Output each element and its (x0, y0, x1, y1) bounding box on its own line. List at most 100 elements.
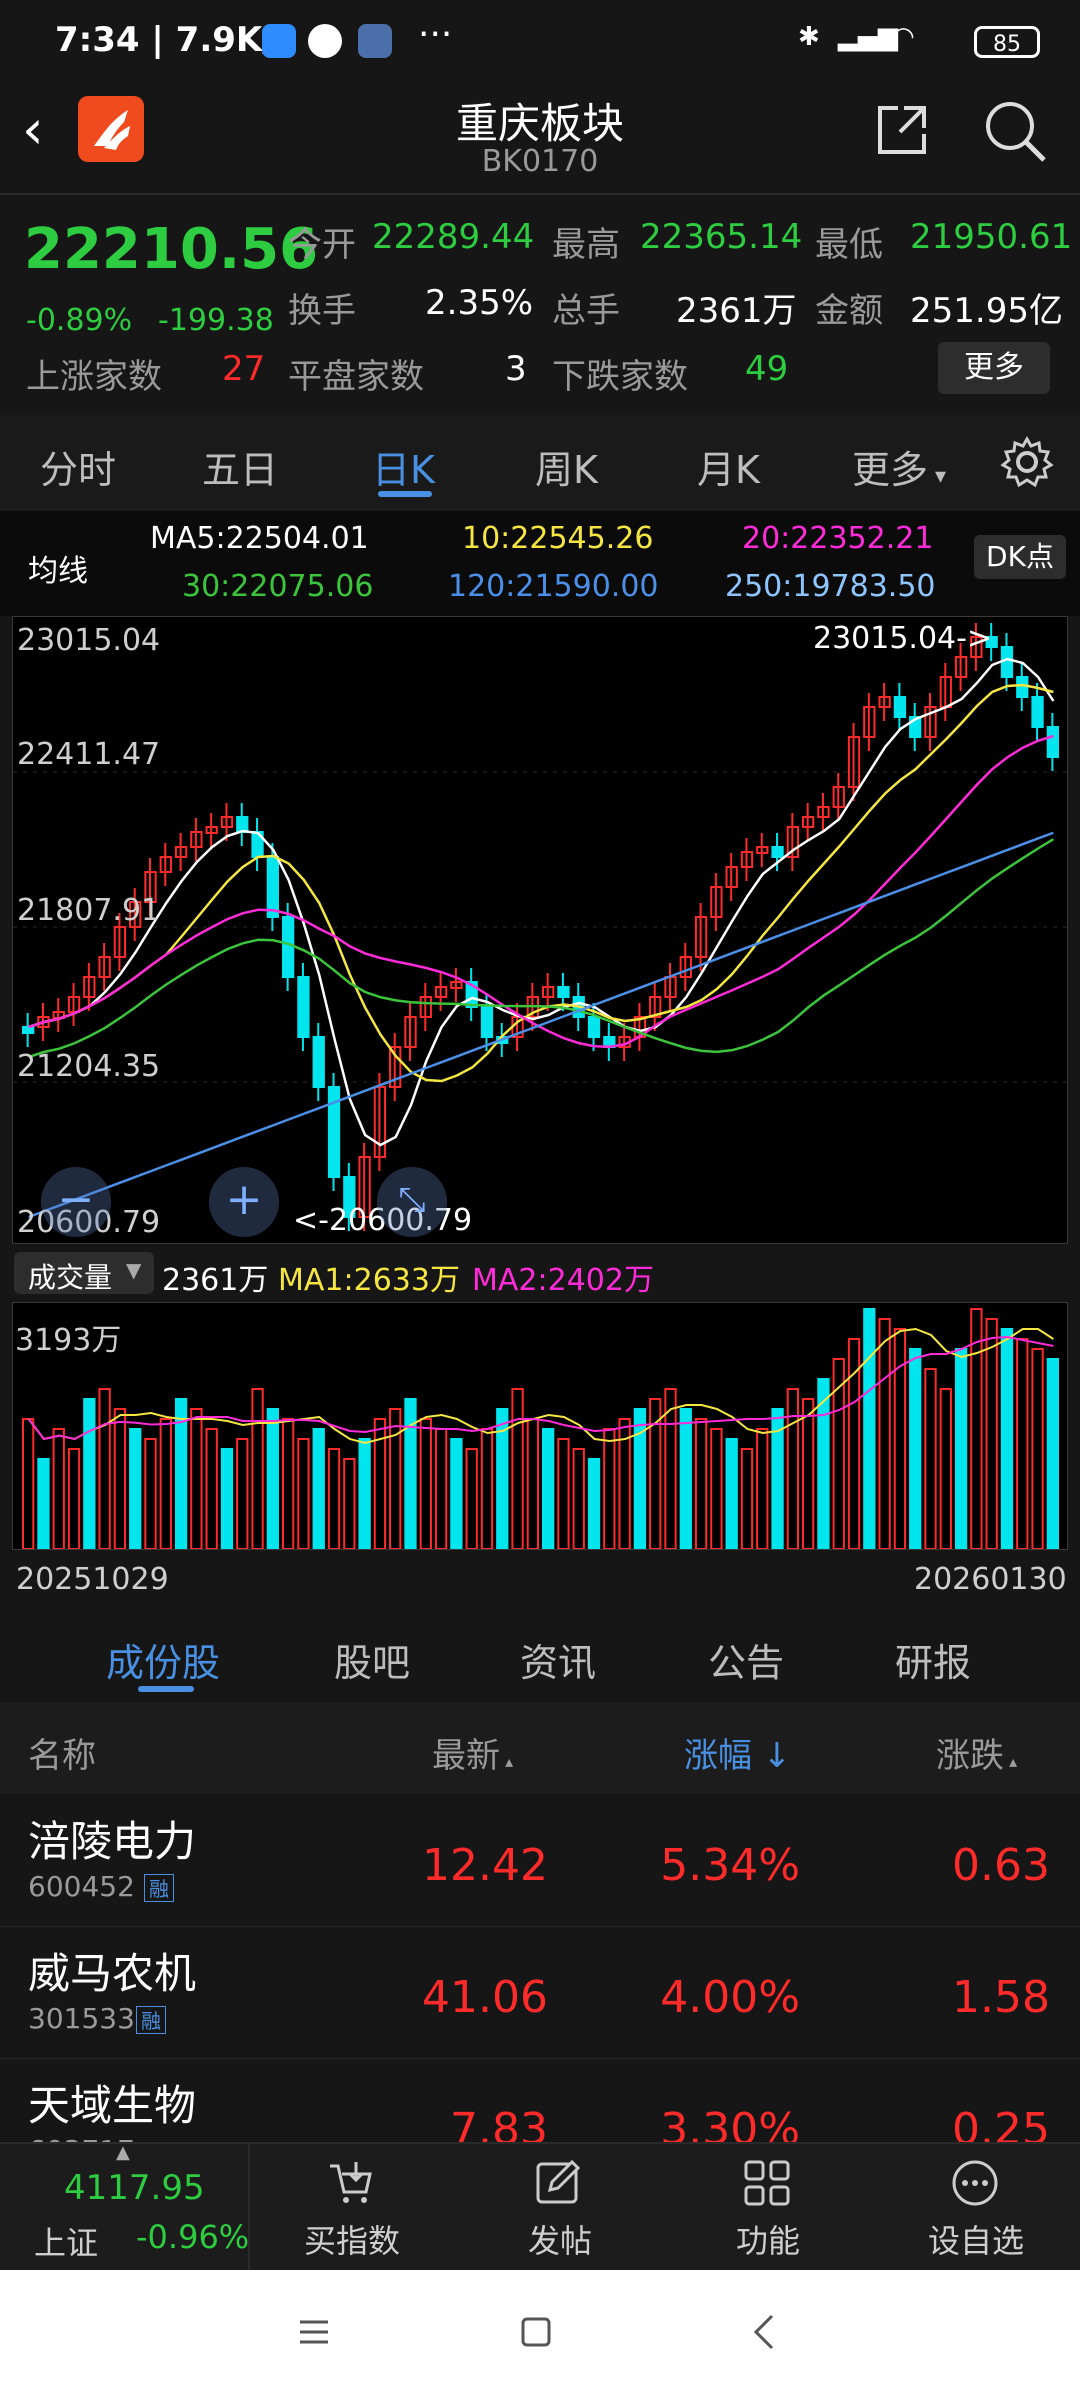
volume-canvas (22, 1308, 1060, 1549)
tab-announcements[interactable]: 公告 (708, 1641, 785, 1685)
status-bar: 7:34 | 7.9K/s ··· ✱ ▂▄▆ ◠ 85 (0, 0, 1080, 88)
buy-index-label: 买指数 (303, 2222, 400, 2260)
stock-list-header: 名称 最新 ▴ 涨幅 ↓ 涨跌 ▴ (0, 1702, 1080, 1794)
ma250-value: 250:19783.50 (725, 569, 936, 604)
high-marker: 23015.04-> (813, 621, 993, 656)
stock-code: 600452 (28, 1870, 135, 1903)
tab-more-label: 更多 (852, 448, 929, 492)
amount-value: 251.95亿 (910, 291, 1063, 331)
sort-icon: ▴ (500, 1752, 514, 1771)
app-header: ‹ 重庆板块 BK0170 (0, 88, 1080, 193)
dk-point-button[interactable]: DK点 (974, 535, 1066, 579)
volume-label: 总手 (552, 291, 620, 331)
y-axis-label-3: 21807.91 (17, 893, 161, 928)
volume-value: 2361万 (676, 291, 797, 331)
table-row[interactable]: 天域生物 603717 7.83 3.30% 0.25 (0, 2058, 1080, 2143)
active-tab-indicator (378, 491, 432, 497)
y-axis-label-bottom: 20600.79 (17, 1205, 161, 1240)
tab-news[interactable]: 资讯 (520, 1641, 597, 1685)
post-button[interactable]: 发帖 (498, 2144, 622, 2272)
tab-weekly-k[interactable]: 周K (535, 448, 598, 492)
tab-forum[interactable]: 股吧 (334, 1641, 411, 1685)
kline-chart[interactable]: 23015.04 22411.47 21807.91 21204.35 2060… (12, 616, 1068, 1244)
stock-name: 天域生物 (28, 2081, 197, 2130)
section-tabs: 成份股 股吧 资讯 公告 研报 (0, 1606, 1080, 1702)
functions-button[interactable]: 功能 (706, 2144, 830, 2272)
stock-change: 0.63 (952, 1840, 1050, 1891)
end-date-label: 20260130 (914, 1562, 1067, 1597)
volume-chart: 3193万 (12, 1302, 1068, 1550)
flat-count: 3 (505, 349, 527, 389)
bottom-toolbar: ▲ 4117.95 上证 -0.96% 买指数 发帖 功能 设自选 (0, 2142, 1080, 2272)
table-row[interactable]: 涪陵电力 600452 融 12.42 5.34% 0.63 (0, 1794, 1080, 1927)
tab-constituents[interactable]: 成份股 (106, 1641, 221, 1685)
tab-research[interactable]: 研报 (895, 1641, 972, 1685)
dropdown-triangle-icon: ▾ (928, 464, 947, 489)
open-value: 22289.44 (372, 217, 535, 257)
tab-five-day[interactable]: 五日 (202, 448, 279, 492)
column-change-label: 涨跌 (936, 1736, 1004, 1776)
index-ticker[interactable]: ▲ 4117.95 上证 -0.96% (0, 2142, 250, 2272)
expand-up-icon: ▲ (116, 2142, 130, 2163)
current-price: 22210.56 (24, 217, 319, 282)
volume-indicator-selector[interactable]: 成交量 ▼ (14, 1252, 154, 1294)
stock-latest: 7.83 (450, 2104, 548, 2143)
stock-code: 603717 (28, 2134, 135, 2142)
column-change-pct-label: 涨幅 (684, 1736, 752, 1776)
volume-max-label: 3193万 (15, 1323, 122, 1358)
volume-selector-label: 成交量 (28, 1261, 113, 1294)
change-percent: -0.89% (26, 303, 133, 338)
home-icon[interactable] (518, 2314, 554, 2354)
up-count-label: 上涨家数 (26, 357, 162, 397)
grid-icon (744, 2160, 790, 2206)
ma10-value: 10:22545.26 (462, 521, 654, 556)
tab-monthly-k[interactable]: 月K (697, 448, 760, 492)
column-name: 名称 (28, 1736, 96, 1776)
zoom-in-button[interactable]: + (209, 1167, 279, 1237)
tab-intraday[interactable]: 分时 (40, 448, 117, 492)
tab-more-periods[interactable]: 更多 ▾ (852, 439, 946, 494)
stock-code: 301533 (28, 2002, 135, 2035)
quote-panel: 22210.56 -0.89% -199.38 今开 22289.44 最高 2… (0, 193, 1080, 417)
table-row[interactable]: 威马农机 301533 融 41.06 4.00% 1.58 (0, 1926, 1080, 2059)
stock-change-pct: 4.00% (660, 1972, 800, 2023)
amount-label: 金额 (815, 291, 883, 331)
column-change[interactable]: 涨跌 ▴ (936, 1728, 1017, 1777)
start-date-label: 20251029 (16, 1562, 169, 1597)
high-value: 22365.14 (640, 217, 803, 257)
column-latest[interactable]: 最新 ▴ (432, 1728, 513, 1777)
buy-index-button[interactable]: 买指数 (290, 2144, 414, 2272)
high-label: 最高 (552, 225, 620, 265)
add-watchlist-button[interactable]: 设自选 (914, 2144, 1038, 2272)
back-icon[interactable]: ‹ (22, 98, 44, 161)
more-quote-button[interactable]: 更多 (938, 342, 1050, 394)
share-icon[interactable] (872, 100, 932, 164)
sort-descending-icon: ↓ (752, 1736, 792, 1776)
fullscreen-icon[interactable]: ⤡ (377, 1167, 447, 1237)
camera-notification-icon (308, 24, 342, 58)
stock-name: 涪陵电力 (28, 1817, 197, 1866)
status-time: 7:34 | 7.9K/s (55, 20, 295, 60)
open-label: 今开 (288, 225, 356, 265)
index-name: 上证 (34, 2224, 99, 2262)
system-navigation-bar (0, 2270, 1080, 2400)
column-change-pct[interactable]: 涨幅 ↓ (684, 1728, 791, 1777)
app-notification-icon (262, 24, 296, 58)
chart-settings-icon[interactable] (1000, 435, 1054, 493)
zoom-out-button[interactable]: − (41, 1167, 111, 1237)
low-value: 21950.61 (910, 217, 1073, 257)
tab-daily-k[interactable]: 日K (372, 448, 435, 492)
settings-notification-icon (358, 24, 392, 58)
dropdown-triangle-icon: ▼ (126, 1258, 142, 1282)
stock-change-pct: 3.30% (660, 2104, 800, 2143)
more-notifications-icon: ··· (418, 14, 453, 55)
active-section-indicator (138, 1686, 194, 1692)
post-label: 发帖 (527, 2222, 592, 2260)
sector-code: BK0170 (481, 144, 599, 179)
menu-icon[interactable] (296, 2314, 332, 2354)
cart-icon (330, 2162, 372, 2203)
system-back-icon[interactable] (746, 2312, 782, 2356)
search-icon[interactable] (982, 98, 1048, 168)
wifi-icon: ◠ (892, 22, 915, 52)
add-watchlist-label: 设自选 (927, 2222, 1024, 2260)
